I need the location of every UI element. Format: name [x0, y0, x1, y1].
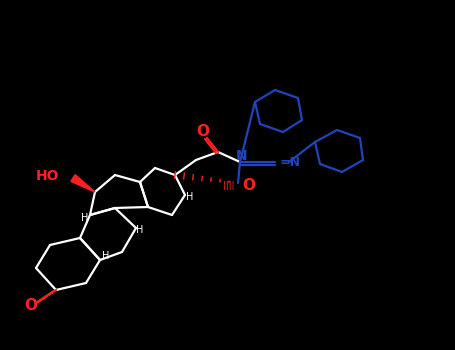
Text: O: O [242, 177, 255, 192]
Text: HO: HO [35, 169, 59, 183]
Text: O: O [197, 125, 209, 140]
Text: O: O [25, 299, 37, 314]
Text: H: H [136, 225, 144, 235]
Polygon shape [71, 175, 95, 192]
Text: H: H [81, 213, 89, 223]
Text: ||||: |||| [223, 181, 235, 189]
Text: H: H [186, 192, 194, 202]
Text: N: N [236, 149, 248, 163]
Text: H: H [102, 251, 110, 261]
Text: =N: =N [280, 156, 301, 169]
